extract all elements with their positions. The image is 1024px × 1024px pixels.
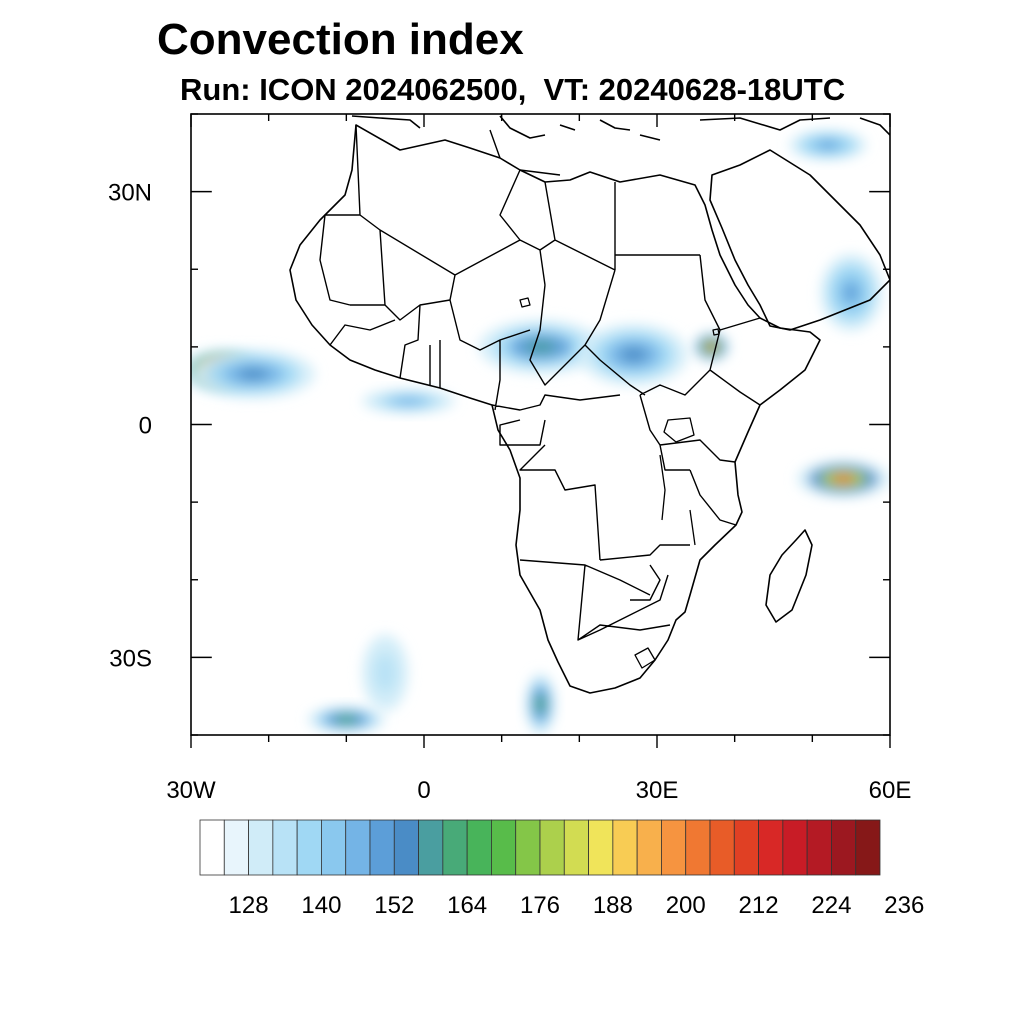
convection-southern-front-east (524, 672, 557, 735)
lake-victoria (663, 417, 695, 443)
chart-title: Convection index (157, 15, 524, 64)
colorbar-swatch (588, 819, 614, 876)
convection-sahel-east (579, 323, 689, 386)
colorbar-swatch (491, 819, 517, 876)
africa-coastline (289, 124, 821, 694)
colorbar-swatch (563, 819, 589, 876)
colorbar-swatch (855, 819, 881, 876)
colorbar-swatch (248, 819, 274, 876)
caspian-coastline (859, 117, 890, 136)
country-borders (319, 124, 761, 641)
colorbar-swatch (539, 819, 565, 876)
colorbar-swatch (321, 819, 347, 876)
colorbar-label: 188 (593, 892, 633, 919)
colorbar-swatch (709, 819, 735, 876)
colorbar-swatch (199, 819, 225, 876)
x-tick-label: 30E (636, 777, 679, 804)
lake-malawi (689, 509, 696, 546)
colorbar-swatch (418, 819, 444, 876)
convection-atlantic-west-band (191, 349, 316, 399)
x-tick-label: 30W (166, 777, 216, 804)
colorbar-label: 128 (229, 892, 269, 919)
colorbar-swatch (831, 819, 857, 876)
colorbar-swatch (661, 819, 687, 876)
colorbar-swatch (612, 819, 638, 876)
convection-south-atlantic-front (361, 634, 409, 712)
convection-ethiopia-highlands (691, 331, 731, 363)
colorbar-label: 212 (739, 892, 779, 919)
colorbar-swatch (685, 819, 711, 876)
turkey-coastline (699, 117, 831, 131)
lesotho (634, 647, 656, 669)
colorbar-swatch (272, 819, 298, 876)
coastlines-borders (289, 115, 890, 694)
colorbar-swatch (442, 819, 468, 876)
colorbar-swatch (806, 819, 832, 876)
colorbar-label: 200 (666, 892, 706, 919)
lake-chad (519, 297, 531, 308)
y-tick-label: 30N (108, 180, 152, 207)
axis-ticks (190, 113, 891, 748)
colorbar-swatch (782, 819, 808, 876)
y-tick-label: 0 (139, 413, 152, 440)
convection-southern-front-west (307, 705, 386, 734)
colorbar-label: 140 (301, 892, 341, 919)
colorbar-swatch (758, 819, 784, 876)
x-tick-label: 60E (869, 777, 912, 804)
colorbar-swatch (636, 819, 662, 876)
convection-guinea-coast (361, 388, 456, 414)
convection-arabian-sea-band (820, 253, 883, 332)
colorbar-swatch (369, 819, 395, 876)
italy-coastline (499, 115, 546, 139)
lake-tanganyika (659, 454, 666, 521)
axis-tick-labels: 30W 0 30E 60E 30N 0 30S (108, 180, 911, 804)
x-tick-label: 0 (417, 777, 430, 804)
colorbar-label: 224 (811, 892, 851, 919)
madagascar-coastline (765, 529, 813, 623)
lake-tana (712, 328, 720, 336)
chart-subtitle: Run: ICON 2024062500, VT: 20240628-18UTC (180, 72, 846, 107)
colorbar-label: 236 (884, 892, 924, 919)
colorbar: 128 140 152 164 176 188 200 212 224 236 (199, 819, 924, 919)
colorbar-label: 152 (374, 892, 414, 919)
arabia-coastline (709, 149, 890, 331)
colorbar-swatch (223, 819, 249, 876)
colorbar-swatch (733, 819, 759, 876)
convection-mediterranean-east (789, 129, 867, 161)
convection-field (191, 129, 890, 735)
colorbar-swatch (345, 819, 371, 876)
mediterranean-islands (559, 119, 661, 141)
colorbar-label: 176 (520, 892, 560, 919)
y-tick-label: 30S (109, 645, 152, 672)
colorbar-swatch (393, 819, 419, 876)
colorbar-label: 164 (447, 892, 487, 919)
colorbar-swatch (296, 819, 322, 876)
map-frame (190, 113, 891, 736)
convection-indian-ocean-cyclone (796, 459, 890, 499)
colorbar-swatch (515, 819, 541, 876)
colorbar-swatch (466, 819, 492, 876)
iberia-coastline (351, 115, 421, 129)
